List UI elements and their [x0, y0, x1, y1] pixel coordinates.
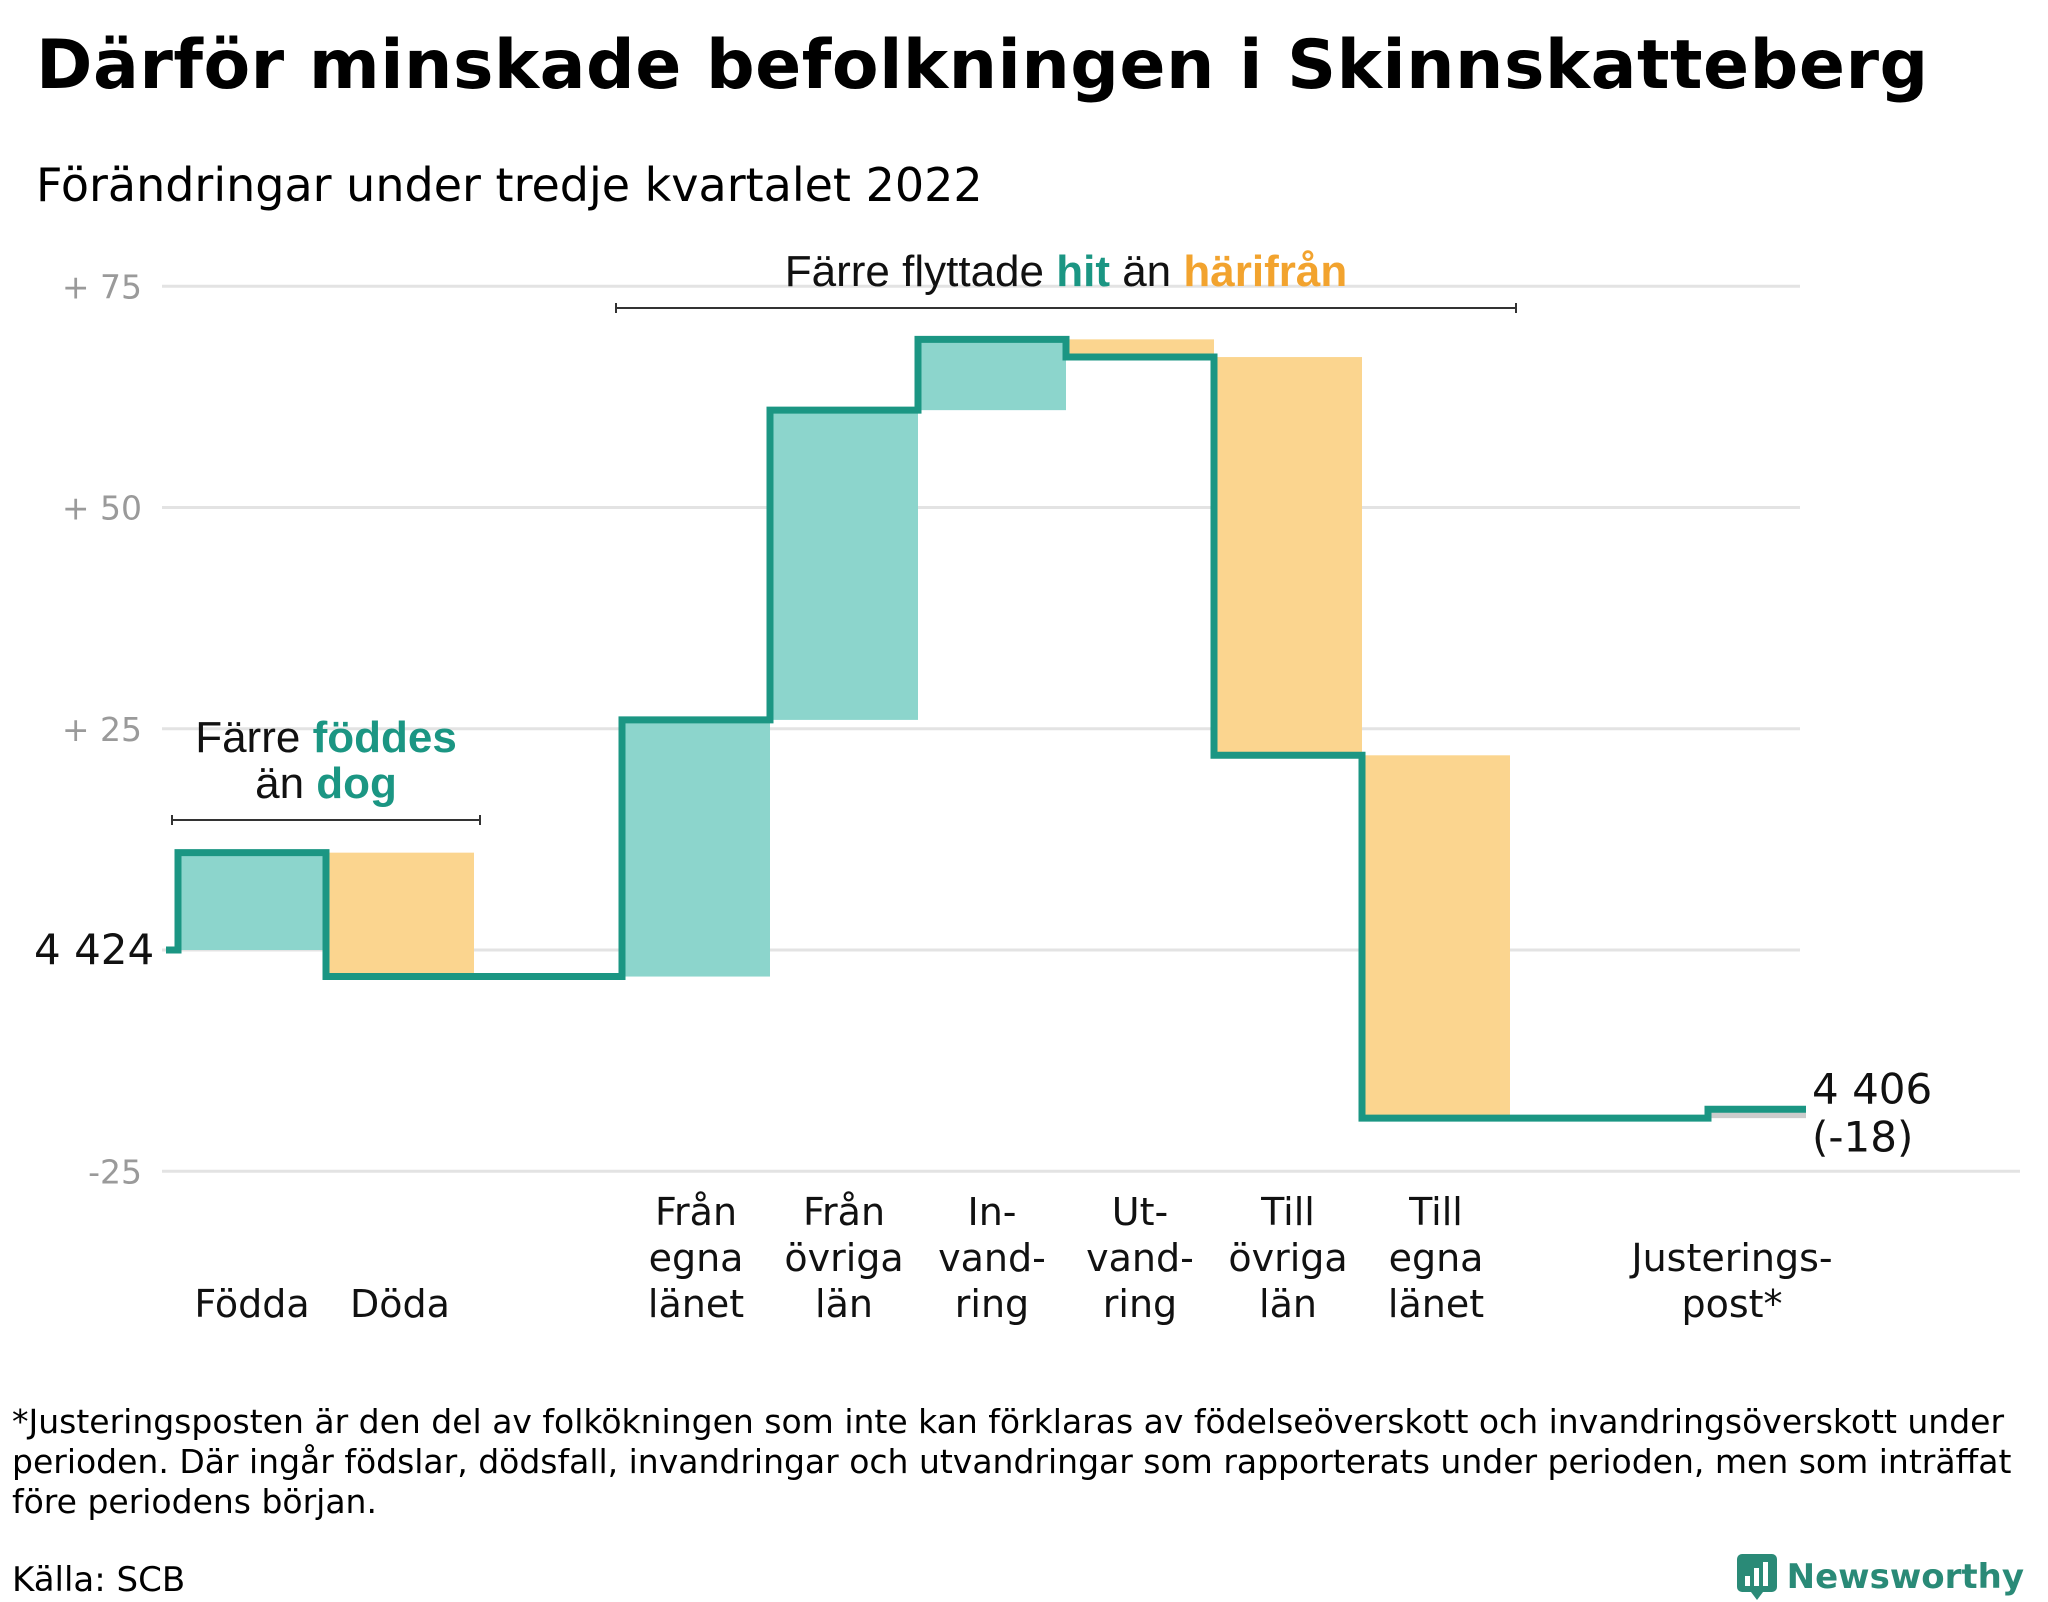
annotation-part: än	[1110, 247, 1183, 296]
category-label: län	[815, 1282, 873, 1326]
category-label: ring	[1103, 1282, 1177, 1326]
category-label: ring	[955, 1282, 1029, 1326]
bar-10	[1708, 1109, 1806, 1119]
brand-name: Newsworthy	[1786, 1557, 2024, 1597]
bar-1	[326, 852, 474, 977]
category-label: egna	[649, 1236, 744, 1280]
category-label: Ut-	[1112, 1190, 1168, 1234]
chart-title: Därför minskade befolkningen i Skinnskat…	[36, 26, 1929, 105]
y-tick-label: -25	[88, 1152, 142, 1191]
step-line	[166, 335, 1806, 1122]
category-label: vand-	[938, 1236, 1046, 1280]
bar-7	[1214, 357, 1362, 756]
annotation-text: Färre föddes	[195, 713, 457, 762]
end-value-label: 4 406	[1812, 1064, 1932, 1113]
category-label: Från	[655, 1190, 737, 1234]
y-tick-label: + 50	[62, 489, 142, 528]
category-label: länet	[1388, 1282, 1484, 1326]
category-label: post*	[1681, 1282, 1782, 1326]
category-label: Från	[803, 1190, 885, 1234]
category-label: Justerings-	[1629, 1236, 1832, 1280]
category-label: egna	[1389, 1236, 1484, 1280]
bar-3	[622, 719, 770, 977]
annotation-part: dog	[316, 759, 397, 808]
start-value-label: 4 424	[34, 925, 154, 974]
annotation-part: föddes	[313, 713, 457, 762]
annotation-part: Färre	[195, 713, 312, 762]
y-axis-ticks: + 75 + 50 + 25 -25 4 424	[34, 267, 154, 1191]
annotation-text: än dog	[255, 759, 397, 808]
waterfall-chart: + 75+ 50+ 25-254 424 Födda DödaFrånegnalä…	[34, 247, 2020, 1326]
category-label: Födda	[194, 1282, 309, 1326]
bar-0	[178, 852, 326, 950]
category-label: Döda	[350, 1282, 450, 1326]
bar-8	[1362, 755, 1510, 1119]
annotation-part: härifrån	[1183, 247, 1347, 296]
category-label: Till	[1260, 1190, 1315, 1234]
category-label: övriga	[784, 1236, 903, 1280]
category-label: In-	[967, 1190, 1016, 1234]
annotation-part: hit	[1056, 247, 1110, 296]
source-text: Källa: SCB	[12, 1560, 186, 1600]
bar-4	[770, 410, 918, 720]
category-label: län	[1259, 1282, 1317, 1326]
category-label: Till	[1408, 1190, 1463, 1234]
step-line-layer	[166, 335, 1806, 1122]
end-labels: 4 406(-18)	[1812, 1064, 1932, 1161]
chart-subtitle: Förändringar under tredje kvartalet 2022	[36, 158, 983, 212]
y-tick-label: + 75	[62, 267, 142, 306]
bar-6	[1066, 339, 1214, 358]
bar-5	[918, 339, 1066, 411]
bars	[178, 339, 1806, 1119]
annotation-text: Färre flyttade hit än härifrån	[785, 247, 1347, 296]
brand[interactable]: Newsworthy	[1736, 1552, 2024, 1602]
y-tick-label: + 25	[62, 710, 142, 749]
category-label: länet	[648, 1282, 744, 1326]
annotation-part: Färre flyttade	[785, 247, 1056, 296]
annotation-part: än	[255, 759, 316, 808]
footnote: *Justeringsposten är den del av folkökni…	[12, 1402, 2012, 1521]
category-label: övriga	[1228, 1236, 1347, 1280]
category-labels: Födda DödaFrånegnalänetFrånövrigalänIn-va…	[194, 1190, 1832, 1326]
category-label: vand-	[1086, 1236, 1194, 1280]
newsworthy-logo-icon	[1736, 1554, 1777, 1600]
end-change-label: (-18)	[1812, 1112, 1913, 1161]
